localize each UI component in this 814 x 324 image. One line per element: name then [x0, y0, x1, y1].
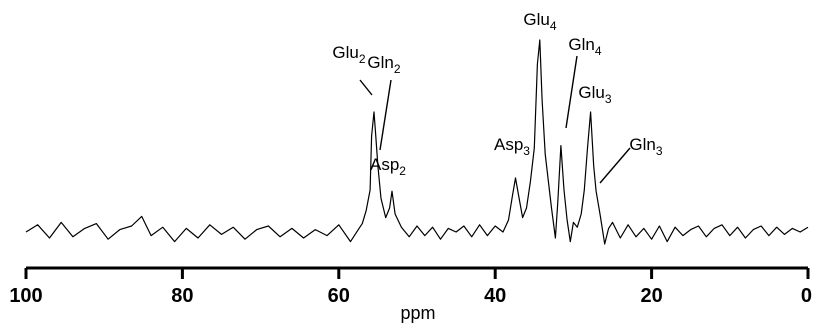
peak-label-asp2: Asp2: [370, 155, 406, 178]
x-axis-title: ppm: [400, 303, 435, 323]
peak-leader-line: [565, 55, 578, 129]
peak-label-gln2: Gln2: [367, 53, 400, 76]
spectrum-layer: [25, 39, 809, 245]
spectrum-line: [25, 39, 809, 245]
peak-labels: Glu2 Gln2 Asp2 Asp3 Glu4 Gln4 Glu3 Gln3: [332, 10, 663, 184]
peak-label-asp3: Asp3: [494, 135, 530, 158]
x-axis-ticks: 100 80 60 40 20 0: [9, 268, 812, 307]
x-tick-label: 20: [640, 285, 662, 307]
peak-label-gln3: Gln3: [629, 135, 662, 158]
peak-label-glu4: Glu4: [523, 10, 556, 33]
x-tick-label: 60: [328, 285, 350, 307]
peak-leader-line: [599, 147, 631, 184]
x-tick-label: 0: [801, 285, 812, 307]
peak-label-glu2: Glu2: [332, 43, 365, 66]
x-tick-label: 40: [484, 285, 506, 307]
x-tick-label: 80: [171, 285, 193, 307]
peak-label-gln4: Gln4: [568, 35, 601, 58]
peak-label-glu3: Glu3: [578, 83, 611, 106]
x-tick-label: 100: [9, 285, 42, 307]
peak-leader-line: [359, 79, 373, 96]
peak-leader-line: [379, 79, 392, 151]
